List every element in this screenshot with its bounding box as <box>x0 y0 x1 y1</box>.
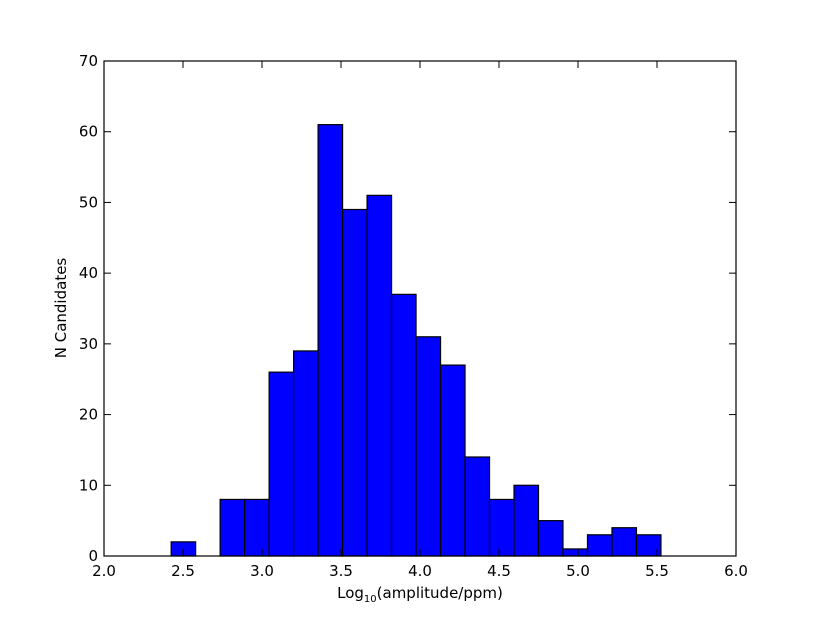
histogram-bar-7 <box>366 194 393 557</box>
x-tick-label-7: 5.5 <box>645 562 669 580</box>
histogram-bar-1 <box>219 498 246 557</box>
histogram-bar-8 <box>390 293 417 557</box>
histogram-bar-2 <box>244 498 270 557</box>
y-tick-label-0: 0 <box>88 547 98 565</box>
y-axis-title: N Candidates <box>52 258 70 359</box>
x-tick-label-5: 4.5 <box>487 562 511 580</box>
x-axis-title-prefix: Log <box>337 584 364 602</box>
x-tick-label-0: 2.0 <box>92 562 116 580</box>
bars-layer <box>170 124 662 557</box>
histogram-bar-3 <box>268 371 295 557</box>
histogram-bar-15 <box>562 548 589 557</box>
x-axis-title: Log10(amplitude/ppm) <box>337 584 503 605</box>
y-tick-label-1: 10 <box>79 476 98 494</box>
x-tick-label-4: 4.0 <box>408 562 432 580</box>
x-tick-label-3: 3.5 <box>329 562 353 580</box>
y-tick-label-6: 60 <box>79 123 98 141</box>
y-tick-label-5: 50 <box>79 193 98 211</box>
y-tick-label-7: 70 <box>79 52 98 70</box>
histogram-bar-16 <box>586 534 613 557</box>
y-tick-label-3: 30 <box>79 335 98 353</box>
x-axis-title-subscript: 10 <box>364 594 377 605</box>
ticks-layer: 2.0 2.5 3.0 3.5 4.0 4.5 5.0 5.5 6.0 0 10 20 30 40 50 60… <box>79 52 748 580</box>
histogram-bar-17 <box>611 527 638 557</box>
x-tick-label-2: 3.0 <box>250 562 274 580</box>
x-tick-label-6: 5.0 <box>566 562 590 580</box>
histogram-bar-12 <box>488 498 515 557</box>
x-axis-title-suffix: (amplitude/ppm) <box>377 584 503 602</box>
x-tick-label-1: 2.5 <box>171 562 195 580</box>
histogram-bar-13 <box>513 484 540 557</box>
y-tick-label-4: 40 <box>79 264 98 282</box>
histogram-bar-6 <box>341 208 368 557</box>
histogram-bar-10 <box>439 364 466 557</box>
y-tick-label-2: 20 <box>79 406 98 424</box>
histogram-bar-14 <box>537 520 564 557</box>
histogram-bar-9 <box>415 336 442 557</box>
histogram-bar-11 <box>464 456 491 557</box>
x-tick-label-8: 6.0 <box>724 562 748 580</box>
histogram-bar-5 <box>317 124 344 557</box>
histogram-bar-4 <box>293 350 319 557</box>
